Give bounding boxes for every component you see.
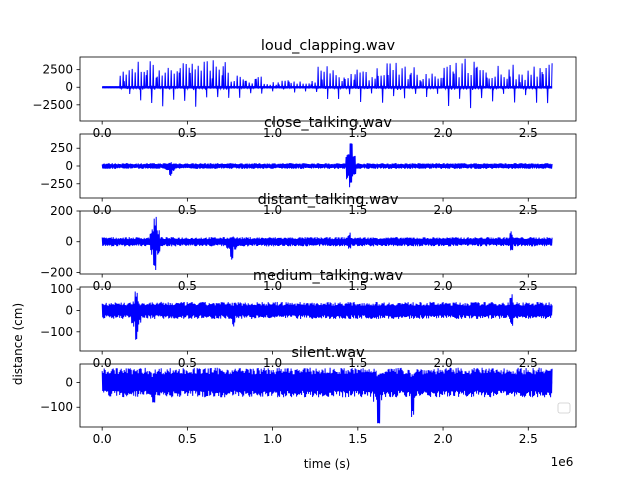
x-tick-label: 0.0 — [93, 126, 112, 140]
subplot-title: close_talking.wav — [264, 115, 392, 131]
x-tick-label: 1.5 — [348, 279, 367, 293]
y-tick-label: 0 — [65, 235, 73, 249]
y-tick-label: 200 — [50, 204, 73, 218]
x-tick-label: 2.5 — [519, 279, 538, 293]
x-tick-label: 2.5 — [519, 432, 538, 446]
waveform-line — [101, 143, 553, 188]
axes-frame — [79, 363, 577, 428]
x-tick-label: 2.0 — [434, 432, 453, 446]
y-tick-label: 100 — [50, 282, 73, 296]
x-tick-label: 2.5 — [519, 356, 538, 370]
axes-frame — [79, 56, 577, 122]
x-tick-label: 0.5 — [178, 432, 197, 446]
x-tick-label: 0.0 — [93, 356, 112, 370]
subplots: 0.0 0.5 1.0 1.5 2.0 2.5−250002500loud_clappin… — [32, 38, 577, 446]
y-tick-label: 0 — [65, 376, 73, 390]
subplot-title: medium_talking.wav — [253, 268, 404, 284]
y-tick-label: 250 — [50, 141, 73, 155]
x-tick-label: 2.0 — [434, 203, 453, 217]
y-tick-label: −100 — [40, 400, 73, 414]
x-tick-label: 1.5 — [348, 203, 367, 217]
y-tick-label: −200 — [40, 265, 73, 279]
x-tick-label: 1.0 — [263, 279, 282, 293]
x-tick-label: 2.5 — [519, 126, 538, 140]
subplot-2: 0.0 0.5 1.0 1.5 2.0 2.5 −250 0 250 close_talking.… — [40, 115, 577, 217]
y-tick-label: 0 — [65, 159, 73, 173]
x-offset-label: 1e6 — [551, 455, 574, 469]
subplot-4: 0.0 0.5 1.0 1.5 2.0 2.5 −100 0 100 medium_talking… — [40, 268, 577, 370]
x-tick-label: 0.0 — [93, 432, 112, 446]
waveform-line — [101, 291, 553, 340]
x-tick-label: 0.0 — [93, 279, 112, 293]
x-axis-label: time (s) — [304, 457, 351, 471]
waveform-line — [101, 367, 553, 424]
x-tick-label: 1.0 — [263, 126, 282, 140]
subplot-title: loud_clapping.wav — [261, 38, 396, 54]
y-tick-label: −250 — [40, 177, 73, 191]
x-tick-label: 2.5 — [519, 203, 538, 217]
subplot-5: 0.0 0.5 1.0 1.5 2.0 2.5 −100 0 silent.wav — [40, 345, 577, 446]
x-tick-label: 1.0 — [263, 356, 282, 370]
subplot-title: silent.wav — [291, 345, 365, 361]
x-tick-label: 2.0 — [434, 126, 453, 140]
y-axis-label: distance (cm) — [11, 303, 25, 385]
x-tick-label: 1.0 — [263, 432, 282, 446]
y-tick-label: −2500 — [32, 98, 73, 112]
y-tick-label: 0 — [65, 80, 73, 94]
x-tick-label: 2.0 — [434, 279, 453, 293]
x-tick-label: 1.0 — [263, 203, 282, 217]
x-tick-label: 0.5 — [178, 203, 197, 217]
x-tick-label: 0.5 — [178, 126, 197, 140]
subplot-3: 0.0 0.5 1.0 1.5 2.0 2.5 −200 0 200 distant_talkin… — [40, 192, 577, 293]
axes-frame — [79, 210, 577, 275]
legend-box — [557, 402, 571, 414]
subplot-1: 0.0 0.5 1.0 1.5 2.0 2.5 −2500 0 2500 loud_clappin… — [32, 38, 577, 140]
x-tick-label: 0.5 — [178, 279, 197, 293]
y-tick-label: 0 — [65, 303, 73, 317]
x-tick-label: 1.5 — [348, 432, 367, 446]
x-tick-label: 0.5 — [178, 356, 197, 370]
y-tick-label: 2500 — [42, 63, 73, 77]
x-tick-label: 0.0 — [93, 203, 112, 217]
x-tick-label: 1.5 — [348, 356, 367, 370]
y-tick-label: −100 — [40, 325, 73, 339]
axes-frame — [79, 286, 577, 352]
subplot-title: distant_talking.wav — [258, 192, 399, 208]
x-tick-label: 2.0 — [434, 356, 453, 370]
waveform-line — [101, 58, 553, 109]
waveform-line — [101, 216, 553, 271]
x-tick-label: 1.5 — [348, 126, 367, 140]
